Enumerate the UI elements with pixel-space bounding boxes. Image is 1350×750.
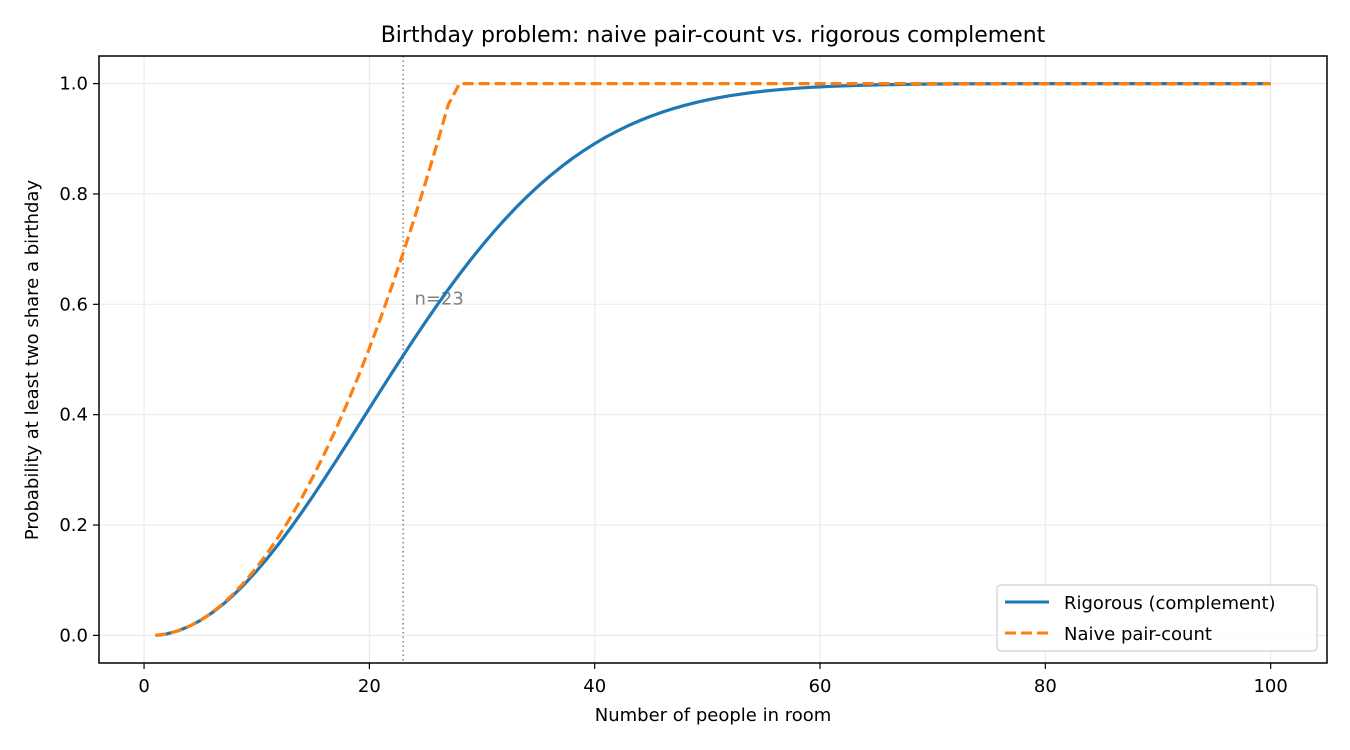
x-axis-label: Number of people in room [595,705,832,726]
line-rigorous [155,81,1271,637]
x-axis-ticks: 0 20 40 60 80 100 [138,663,1288,697]
y-tick-label: 0.2 [59,515,88,536]
y-tick-label: 0.8 [59,184,88,205]
x-tick-label: 0 [138,676,149,697]
annotation-n23: n=23 [402,56,464,663]
gridlines [99,56,1327,663]
chart-title: Birthday problem: naive pair-count vs. r… [381,23,1046,48]
line-naive [155,81,1271,637]
y-axis-ticks: 0.0 0.2 0.4 0.6 0.8 1.0 [59,74,99,646]
y-tick-label: 0.4 [59,405,88,426]
x-tick-label: 60 [809,676,832,697]
x-tick-label: 20 [358,676,381,697]
y-tick-label: 0.0 [59,625,88,646]
x-tick-label: 80 [1034,676,1057,697]
x-tick-label: 40 [583,676,606,697]
x-tick-label: 100 [1253,676,1287,697]
y-axis-label: Probability at least two share a birthda… [22,180,43,541]
series-lines [155,81,1271,637]
axes-frame [98,55,1328,664]
annotation-label: n=23 [414,288,463,309]
y-tick-label: 1.0 [59,74,88,95]
legend-label-rigorous: Rigorous (complement) [1064,593,1276,614]
y-tick-label: 0.6 [59,294,88,315]
legend: Rigorous (complement) Naive pair-count [996,584,1318,652]
legend-label-naive: Naive pair-count [1064,624,1212,645]
